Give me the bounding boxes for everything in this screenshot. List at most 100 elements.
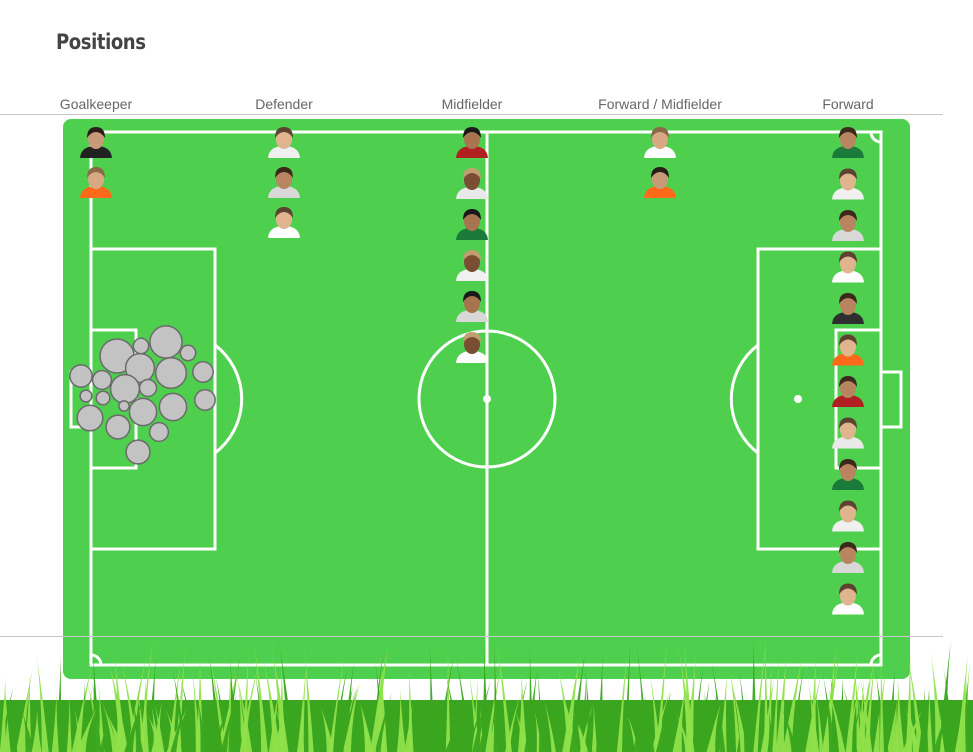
grass-blade xyxy=(649,671,661,752)
grass-blade xyxy=(926,687,933,752)
bubble-mark xyxy=(132,337,150,355)
grass-blade xyxy=(782,656,803,752)
player-marker xyxy=(268,207,300,238)
grass-blade xyxy=(863,661,875,752)
player-marker xyxy=(80,167,112,198)
player-marker xyxy=(456,250,488,281)
grass-blade xyxy=(71,666,92,752)
grass-blade xyxy=(331,668,348,752)
player-hair xyxy=(839,583,857,595)
grass-blade xyxy=(710,656,726,752)
player-shirt xyxy=(456,269,488,281)
grass-blade xyxy=(359,700,372,752)
grass-blade xyxy=(879,651,884,752)
right-goal xyxy=(879,370,903,429)
grass-blade xyxy=(779,703,798,752)
grass-decoration xyxy=(0,637,973,752)
grass-blade xyxy=(822,672,837,752)
right-penalty-arc xyxy=(729,343,759,455)
grass-blade xyxy=(436,656,454,752)
grass-blade xyxy=(738,667,750,752)
grass-blade xyxy=(886,703,897,752)
player-face xyxy=(464,129,480,149)
player-markers xyxy=(80,127,864,615)
grass-blade xyxy=(775,654,787,752)
bubble-mark xyxy=(118,400,130,412)
grass-blade xyxy=(543,698,556,752)
player-hair xyxy=(651,167,669,178)
grass-blade xyxy=(140,676,149,752)
player-marker xyxy=(268,167,300,198)
bubble-mark xyxy=(105,414,131,440)
grass-blade xyxy=(211,703,231,752)
grass-blade xyxy=(729,663,741,752)
grass-blade xyxy=(562,654,581,752)
grass-blade xyxy=(270,640,289,752)
grass-blade xyxy=(906,651,924,752)
player-face xyxy=(840,378,856,398)
footer-divider xyxy=(0,636,943,637)
grass-blade xyxy=(175,649,186,752)
player-face xyxy=(88,169,104,189)
player-shirt xyxy=(268,186,300,198)
bubble-mark xyxy=(91,369,113,391)
grass-blade xyxy=(253,640,268,752)
player-shirt xyxy=(832,229,864,241)
bubble-mark xyxy=(158,392,188,422)
player-face xyxy=(840,461,856,481)
bubble-mark xyxy=(109,373,141,405)
grass-blade xyxy=(537,669,544,752)
player-hair xyxy=(463,168,481,179)
player-face xyxy=(840,170,856,191)
bubble-mark xyxy=(179,344,197,362)
penalty-spot-right xyxy=(794,395,802,403)
grass-blade xyxy=(943,665,955,752)
player-hair xyxy=(275,167,293,178)
grass-blade xyxy=(485,664,502,752)
grass-blade xyxy=(700,691,711,752)
grass-blade xyxy=(518,670,528,752)
column-label-forward-midfielder: Forward / Midfielder xyxy=(598,96,722,112)
grass-blade xyxy=(472,677,479,752)
grass-blade xyxy=(370,652,384,752)
player-hair xyxy=(839,417,857,429)
player-face xyxy=(464,334,480,354)
player-hair xyxy=(839,127,857,138)
player-hair xyxy=(463,127,481,138)
grass-blade xyxy=(329,659,345,752)
grass-blade xyxy=(691,664,704,752)
player-marker xyxy=(832,500,864,532)
grass-blade xyxy=(408,665,414,752)
player-face xyxy=(652,129,668,149)
grass-blade xyxy=(772,656,780,752)
player-marker xyxy=(832,210,864,241)
player-hair xyxy=(839,251,857,263)
grass-blade xyxy=(753,643,766,752)
grass-blade xyxy=(444,671,463,752)
left-penalty-arc xyxy=(214,343,244,455)
center-spot xyxy=(483,395,491,403)
player-face xyxy=(840,253,856,274)
grass-blade xyxy=(845,650,859,752)
player-marker xyxy=(456,127,488,158)
grass-blade xyxy=(656,642,668,752)
player-shirt xyxy=(832,146,864,158)
player-shirt xyxy=(80,186,112,198)
player-face xyxy=(840,585,856,606)
player-hair xyxy=(463,332,481,343)
player-shirt xyxy=(644,186,676,198)
grass-blade xyxy=(672,685,686,752)
bubble-mark xyxy=(95,390,111,406)
player-hair xyxy=(651,127,669,138)
grass-blade xyxy=(763,637,769,752)
grass-blade xyxy=(846,680,861,752)
player-face xyxy=(840,129,856,149)
grass-blade xyxy=(11,702,18,752)
grass-blade xyxy=(584,662,593,752)
grass-blade xyxy=(100,697,119,752)
grass-blade xyxy=(196,693,207,752)
player-hair xyxy=(463,250,481,261)
player-face xyxy=(464,211,480,231)
grass-blade xyxy=(481,644,490,752)
bubble-cluster xyxy=(69,325,216,465)
